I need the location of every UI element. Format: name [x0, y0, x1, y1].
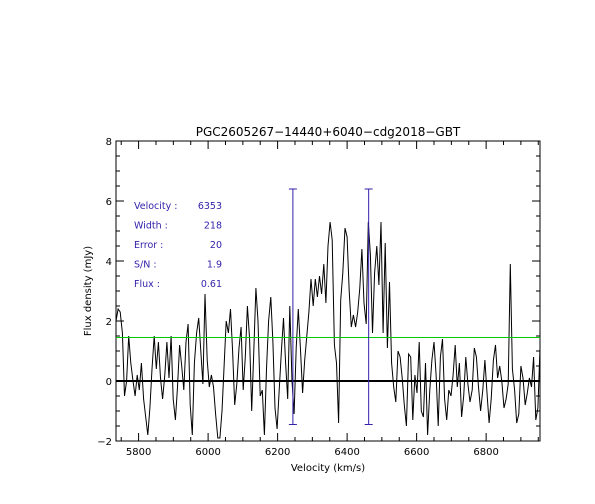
y-tick-label: 6	[106, 197, 112, 208]
y-tick-label: 8	[106, 137, 112, 148]
plot-frame	[115, 140, 541, 442]
annotation-label: Velocity :	[134, 201, 178, 212]
x-tick-label: 6800	[473, 447, 498, 458]
annotation-label: S/N :	[134, 260, 157, 271]
x-tick-label: 6200	[265, 447, 290, 458]
spectrum-line	[116, 221, 540, 439]
annotation-label: Flux :	[134, 279, 160, 290]
y-tick-label: 0	[106, 377, 112, 388]
y-tick-label: 4	[106, 257, 112, 268]
annotation-label: Error :	[134, 240, 163, 251]
annotation-value: 20	[210, 240, 222, 251]
x-tick-label: 6400	[334, 447, 359, 458]
x-axis-label: Velocity (km/s)	[291, 463, 365, 474]
annotation-label: Width :	[134, 221, 168, 232]
y-tick-label: −2	[97, 437, 112, 448]
chart-title: PGC2605267−14440+6040−cdg2018−GBT	[196, 125, 461, 139]
x-tick-label: 5800	[126, 447, 151, 458]
annotation-value: 218	[204, 221, 222, 232]
y-axis-label: Flux density (mJy)	[83, 246, 94, 336]
x-tick-label: 6000	[195, 447, 220, 458]
x-tick-label: 6600	[404, 447, 429, 458]
y-tick-label: 2	[106, 317, 112, 328]
annotation-value: 6353	[198, 201, 222, 212]
annotation-value: 1.9	[207, 260, 222, 271]
annotation-value: 0.61	[201, 279, 222, 290]
